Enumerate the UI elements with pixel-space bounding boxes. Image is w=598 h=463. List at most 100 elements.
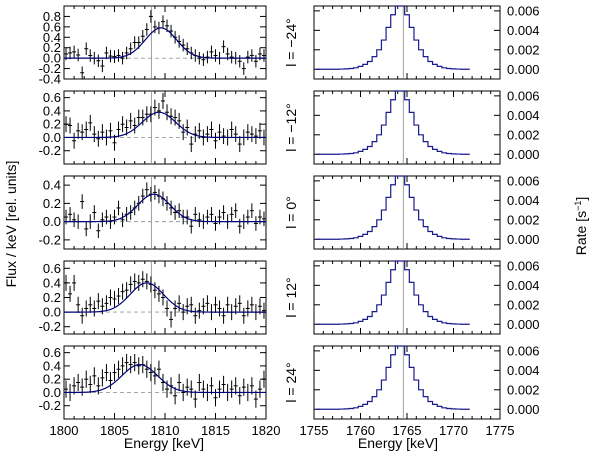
data-point — [261, 302, 266, 319]
y-tick-label: 0.000 — [507, 317, 540, 332]
data-point — [160, 92, 165, 109]
data-point — [177, 203, 182, 218]
x-tick-label: 1805 — [100, 423, 129, 438]
data-point — [120, 357, 125, 375]
data-point — [193, 390, 198, 408]
data-point — [205, 209, 210, 225]
data-point — [197, 302, 202, 319]
y-tick-label: 0.002 — [507, 127, 540, 142]
model-curve — [64, 363, 266, 394]
data-point — [189, 296, 194, 313]
data-point — [221, 307, 226, 324]
response-curve — [316, 90, 470, 155]
data-point — [116, 288, 121, 305]
y-tick-label: 0.0 — [43, 385, 61, 400]
data-point — [177, 373, 182, 392]
y-tick-label: 0.000 — [507, 147, 540, 162]
y-tick-label: 0.006 — [507, 88, 540, 103]
data-point — [253, 128, 258, 145]
data-point — [241, 378, 246, 396]
left-y-axis-title: Flux / keV [rel. units] — [3, 161, 19, 288]
data-point — [237, 55, 242, 68]
data-point — [249, 377, 254, 395]
data-point — [253, 55, 258, 68]
data-point — [104, 295, 109, 312]
data-point — [144, 106, 149, 123]
data-point — [185, 119, 190, 136]
data-point — [173, 205, 178, 220]
data-point — [96, 130, 101, 147]
data-point — [177, 112, 182, 129]
data-point — [108, 289, 113, 306]
data-point — [173, 387, 178, 405]
model-curve — [64, 193, 266, 223]
data-point — [221, 40, 226, 53]
y-tick-label: 0.004 — [507, 193, 540, 208]
data-point — [88, 296, 93, 313]
data-point — [68, 46, 73, 60]
data-point — [144, 23, 149, 36]
data-point — [76, 373, 81, 392]
data-point — [108, 371, 113, 390]
y-tick-label: -0.2 — [39, 232, 61, 247]
data-point — [237, 387, 242, 405]
right-y-axis-title-main: Rate [s — [573, 211, 589, 255]
data-point — [104, 209, 109, 225]
data-point — [68, 285, 73, 302]
data-point — [229, 121, 234, 138]
data-point — [140, 29, 145, 43]
panel-left-3: -0.2 0.0 0.2 0.4 — [39, 175, 267, 250]
data-point — [261, 211, 266, 227]
data-point — [128, 355, 133, 374]
right-y-axis-title: Rate [s−1] — [573, 197, 589, 256]
data-point — [233, 126, 238, 143]
data-point — [217, 380, 222, 398]
data-point — [104, 363, 109, 382]
data-point — [68, 207, 73, 222]
plot-frame — [313, 260, 501, 335]
right-y-axis-title-close: ] — [573, 197, 589, 201]
y-tick-label: 0.2 — [43, 40, 61, 55]
y-tick-label: 0.4 — [43, 30, 61, 45]
panel-right-2: 0.000 0.002 0.004 0.006 l = −12° — [283, 88, 540, 165]
y-tick-label: 0.4 — [43, 275, 61, 290]
data-point — [136, 274, 141, 291]
panel-right-3: 0.000 0.002 0.004 0.006 l = 0° — [283, 173, 540, 250]
data-point — [160, 289, 165, 306]
data-point — [132, 273, 137, 290]
data-point — [213, 389, 218, 407]
data-point — [148, 363, 153, 382]
data-point — [80, 378, 85, 396]
data-point — [233, 377, 238, 395]
data-point — [84, 221, 89, 237]
data-point — [112, 290, 117, 307]
response-curve — [316, 260, 470, 325]
data-point — [100, 369, 105, 387]
y-tick-label: 0.0 — [43, 51, 61, 66]
plot-frame — [313, 175, 501, 250]
data-point — [213, 296, 218, 313]
y-tick-label: 0.2 — [43, 117, 61, 132]
x-tick-label: 1815 — [201, 423, 230, 438]
y-tick-label: 0.000 — [507, 232, 540, 247]
data-point — [181, 383, 186, 402]
data-point — [261, 370, 266, 388]
data-point — [84, 300, 89, 317]
data-point — [92, 126, 97, 143]
data-point — [152, 282, 157, 299]
data-point — [209, 45, 214, 59]
x-tick-label: 1775 — [486, 423, 515, 438]
data-point — [120, 212, 125, 228]
y-tick-label: -0.2 — [39, 398, 61, 413]
data-point — [72, 45, 77, 59]
data-point — [213, 132, 218, 149]
data-point — [257, 122, 262, 139]
data-point — [84, 42, 89, 56]
x-tick-label: 1770 — [439, 423, 468, 438]
data-point — [185, 298, 190, 315]
data-point — [189, 218, 194, 234]
data-point — [120, 116, 125, 133]
data-point — [181, 304, 186, 321]
y-tick-label: 0.4 — [43, 103, 61, 118]
